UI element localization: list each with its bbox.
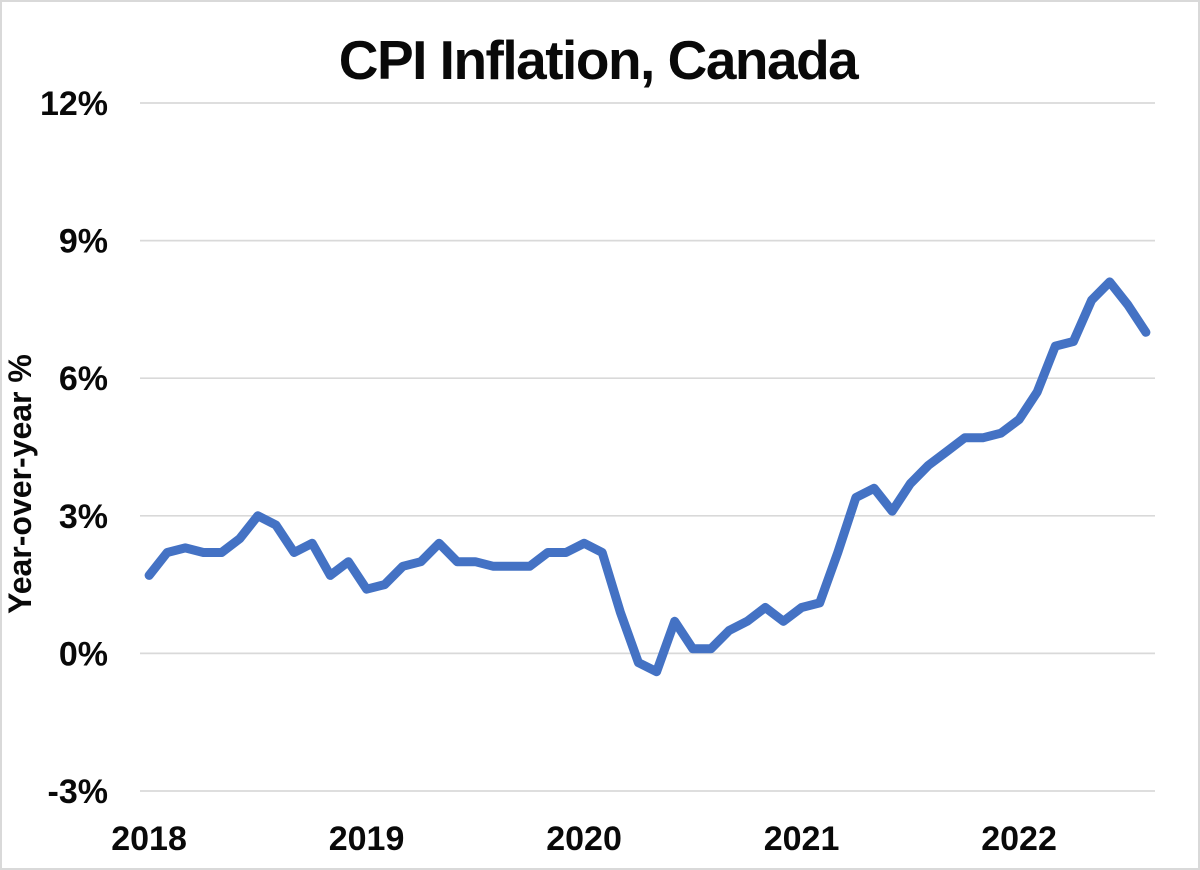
y-tick-label: 6% xyxy=(59,360,108,398)
x-tick-label: 2020 xyxy=(546,820,622,858)
gridlines xyxy=(140,102,1155,792)
x-axis-tick-labels: 2018 2019 2020 2021 2022 xyxy=(111,820,1057,858)
x-tick-label: 2018 xyxy=(111,820,187,858)
y-axis-tick-labels: 12% 9% 6% 3% 0% -3% xyxy=(40,85,108,811)
x-tick-label: 2021 xyxy=(764,820,840,858)
y-axis-title: Year-over-year % xyxy=(2,354,38,614)
y-tick-label: -3% xyxy=(48,773,108,811)
chart-title: CPI Inflation, Canada xyxy=(339,29,859,91)
y-tick-label: 3% xyxy=(59,498,108,536)
cpi-line-series xyxy=(144,277,1151,677)
y-tick-label: 12% xyxy=(40,85,108,123)
y-tick-label: 9% xyxy=(59,223,108,261)
x-tick-label: 2022 xyxy=(981,820,1057,858)
y-tick-label: 0% xyxy=(59,635,108,673)
x-tick-label: 2019 xyxy=(329,820,405,858)
